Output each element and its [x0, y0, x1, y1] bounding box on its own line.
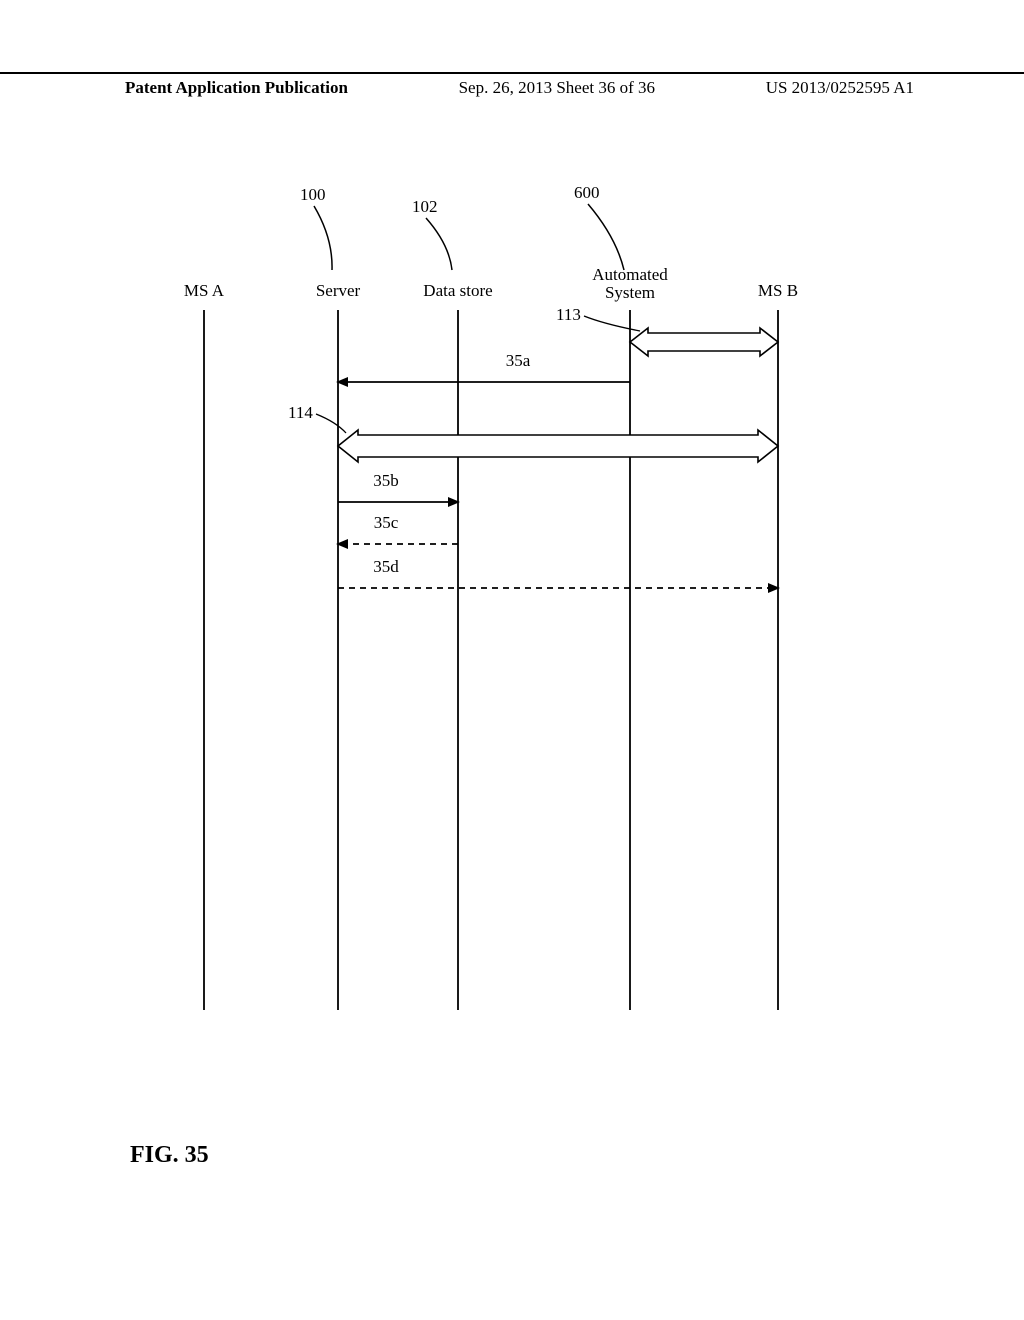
svg-text:35a: 35a — [506, 351, 531, 370]
svg-text:102: 102 — [412, 197, 438, 216]
header-date-sheet: Sep. 26, 2013 Sheet 36 of 36 — [459, 78, 655, 98]
svg-text:35b: 35b — [373, 471, 399, 490]
svg-text:35c: 35c — [374, 513, 399, 532]
header-publication: Patent Application Publication — [125, 78, 348, 98]
page-header: Patent Application Publication Sep. 26, … — [0, 72, 1024, 98]
header-pubnumber: US 2013/0252595 A1 — [766, 78, 914, 98]
svg-text:35d: 35d — [373, 557, 399, 576]
svg-text:MS B: MS B — [758, 281, 798, 300]
sequence-diagram: MS A Server 100 Data store 102 AutomatedSyste… — [0, 140, 1024, 1140]
svg-text:114: 114 — [288, 403, 313, 422]
svg-text:MS A: MS A — [184, 281, 225, 300]
svg-text:113: 113 — [556, 305, 581, 324]
svg-text:600: 600 — [574, 183, 600, 202]
svg-text:AutomatedSystem: AutomatedSystem — [592, 265, 668, 302]
svg-text:Server: Server — [316, 281, 361, 300]
svg-text:100: 100 — [300, 185, 326, 204]
figure-label: FIG. 35 — [130, 1142, 209, 1169]
svg-text:Data store: Data store — [423, 281, 492, 300]
